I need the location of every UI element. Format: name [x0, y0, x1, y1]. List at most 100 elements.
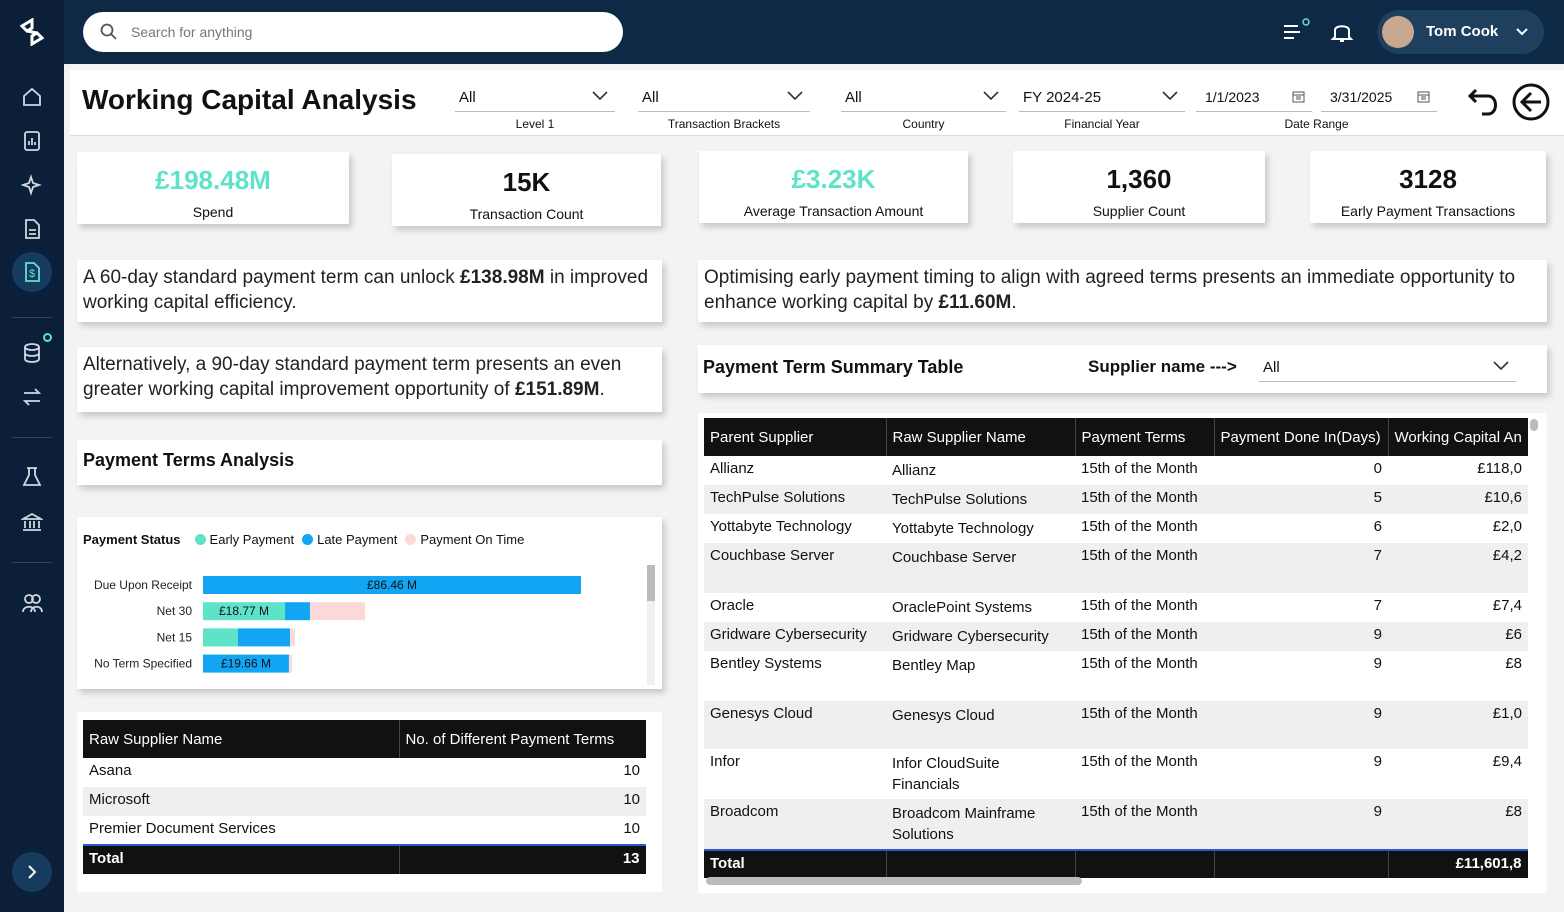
supplier-dropdown[interactable]: All: [1259, 350, 1516, 382]
total-cell: [886, 849, 1076, 878]
insight-text: .: [599, 379, 605, 400]
table-cell: Genesys Cloud: [886, 701, 1075, 749]
insight-text: Alternatively, a 90-day standard payment…: [83, 354, 622, 400]
user-menu[interactable]: Tom Cook: [1377, 10, 1544, 54]
table-cell: 7: [1373, 597, 1382, 614]
table-row: Allianz Allianz 15th of the Month 0 £118,0: [704, 456, 1528, 485]
filter-label: Transaction Brackets: [667, 117, 781, 131]
total-row: Total £11,601,8: [704, 849, 1528, 878]
chart: Due Upon Receipt £86.46 M Net 30 £18.77 M Ne…: [94, 576, 581, 673]
category-label: No Term Specified: [94, 657, 192, 671]
legend-swatch: [302, 534, 314, 545]
scrollbar[interactable]: [647, 565, 655, 685]
filter-dropdown[interactable]: All: [455, 80, 615, 112]
insight-card: Optimising early payment timing to align…: [698, 260, 1547, 322]
table-cell: £7,4: [1492, 597, 1522, 614]
table-cell: 10: [623, 762, 640, 779]
legend: Payment Status Early Payment Late Payment…: [83, 532, 524, 547]
table-cell: 15th of the Month: [1075, 701, 1214, 749]
total-cell: Total: [83, 844, 400, 874]
table-cell: TechPulse Solutions: [704, 485, 886, 514]
table-row: Premier Document Services 10: [83, 816, 646, 845]
date-input[interactable]: 3/31/2025: [1321, 80, 1437, 112]
table-cell: Gridware Cybersecurity: [704, 622, 886, 651]
insight-text: .: [1011, 292, 1017, 313]
table-cell: Oracle: [710, 597, 755, 614]
table-cell: Genesys Cloud: [704, 701, 886, 749]
column-header: Raw Supplier Name: [886, 418, 1076, 456]
table-row: Asana 10: [83, 758, 646, 787]
scroll-thumb[interactable]: [647, 565, 655, 601]
divider: [12, 437, 52, 438]
column-header: Payment Done In(Days): [1214, 418, 1389, 456]
table-cell: 15th of the Month: [1081, 460, 1198, 477]
table-cell: Broadcom: [704, 799, 886, 850]
ai-icon[interactable]: [21, 174, 43, 196]
kpi-value: £198.48M: [155, 165, 271, 195]
filter-value: All: [459, 89, 476, 106]
search-placeholder: Search for anything: [131, 24, 253, 40]
table-cell: Allianz: [892, 462, 937, 479]
bank-icon[interactable]: [21, 511, 43, 533]
legend-label: Late Payment: [317, 532, 398, 547]
table-row: Bentley Systems Bentley Map 15th of the Mo…: [704, 651, 1528, 701]
filter-dropdown[interactable]: All: [638, 80, 810, 112]
table-cell: 10: [623, 820, 640, 837]
search-box[interactable]: Search for anything: [83, 12, 623, 52]
filter-dropdown[interactable]: All: [841, 80, 1006, 112]
table-cell: 15th of the Month: [1081, 597, 1198, 614]
terms-table: Raw Supplier Name No. of Different Paymen…: [83, 720, 646, 887]
table-row: TechPulse Solutions TechPulse Solutions 15…: [704, 485, 1528, 514]
column-header: Working Capital An: [1388, 418, 1528, 456]
table-row: Oracle OraclePoint Systems 15th of the Mon…: [704, 593, 1528, 622]
lab-icon[interactable]: [21, 466, 43, 488]
kpi-label: Transaction Count: [469, 206, 584, 222]
bar-segment: [203, 602, 286, 621]
undo-icon[interactable]: [1466, 82, 1502, 118]
home-icon[interactable]: [21, 86, 43, 108]
section-header: Payment Terms Analysis: [77, 440, 662, 485]
insight-text: A 60-day standard payment term can unloc…: [83, 267, 461, 288]
filter-value: All: [845, 89, 862, 106]
date-input[interactable]: 1/1/2023: [1196, 80, 1312, 112]
table-cell: Allianz: [710, 460, 755, 477]
insight-highlight: £138.98M: [460, 267, 545, 288]
kpi-value: £3.23K: [791, 164, 876, 194]
database-icon[interactable]: [21, 342, 43, 364]
category-label: Net 30: [157, 604, 193, 618]
bar-segment: [285, 602, 310, 621]
bell-icon[interactable]: [1330, 20, 1354, 44]
finance-icon[interactable]: $: [21, 261, 43, 283]
table-cell: 15th of the Month: [1081, 753, 1198, 770]
transfer-icon[interactable]: [21, 386, 43, 408]
table-row: Broadcom Broadcom Mainframe Solutions 15th…: [704, 799, 1528, 850]
menu-icon[interactable]: [1282, 18, 1312, 46]
terms-table-card: Raw Supplier Name No. of Different Paymen…: [77, 712, 662, 892]
table-cell: 9: [1214, 622, 1388, 651]
document-icon[interactable]: [21, 218, 43, 240]
back-icon[interactable]: [1511, 82, 1551, 122]
legend-swatch: [194, 534, 206, 545]
table-cell: 15th of the Month: [1075, 799, 1214, 850]
filter-label: Country: [902, 117, 945, 131]
table-cell: Bentley Systems: [710, 655, 822, 672]
insight-text: Optimising early payment timing to align…: [704, 267, 1516, 313]
kpi-label: Average Transaction Amount: [743, 203, 924, 219]
summary-title: Payment Term Summary Table: [703, 357, 964, 377]
h-scrollbar[interactable]: [706, 877, 1082, 885]
active-nav[interactable]: [12, 252, 52, 292]
report-icon[interactable]: [21, 130, 43, 152]
kpi-label: Early Payment Transactions: [1340, 203, 1516, 219]
filter-label: Level 1: [515, 117, 555, 131]
filter-dropdown[interactable]: FY 2024-25: [1019, 80, 1185, 112]
v-scrollbar[interactable]: [1530, 419, 1538, 431]
svg-text:$: $: [29, 268, 35, 280]
users-icon[interactable]: [21, 592, 43, 614]
total-cell: [1075, 849, 1215, 878]
table-cell: £6: [1388, 622, 1528, 651]
table-cell: £1,0: [1388, 701, 1528, 749]
expand-button[interactable]: [12, 852, 52, 892]
kpi-card: 3128 Early Payment Transactions: [1310, 151, 1546, 223]
header-row: Raw Supplier Name No. of Different Paymen…: [83, 720, 646, 758]
date-range-label: Date Range: [1284, 117, 1349, 131]
